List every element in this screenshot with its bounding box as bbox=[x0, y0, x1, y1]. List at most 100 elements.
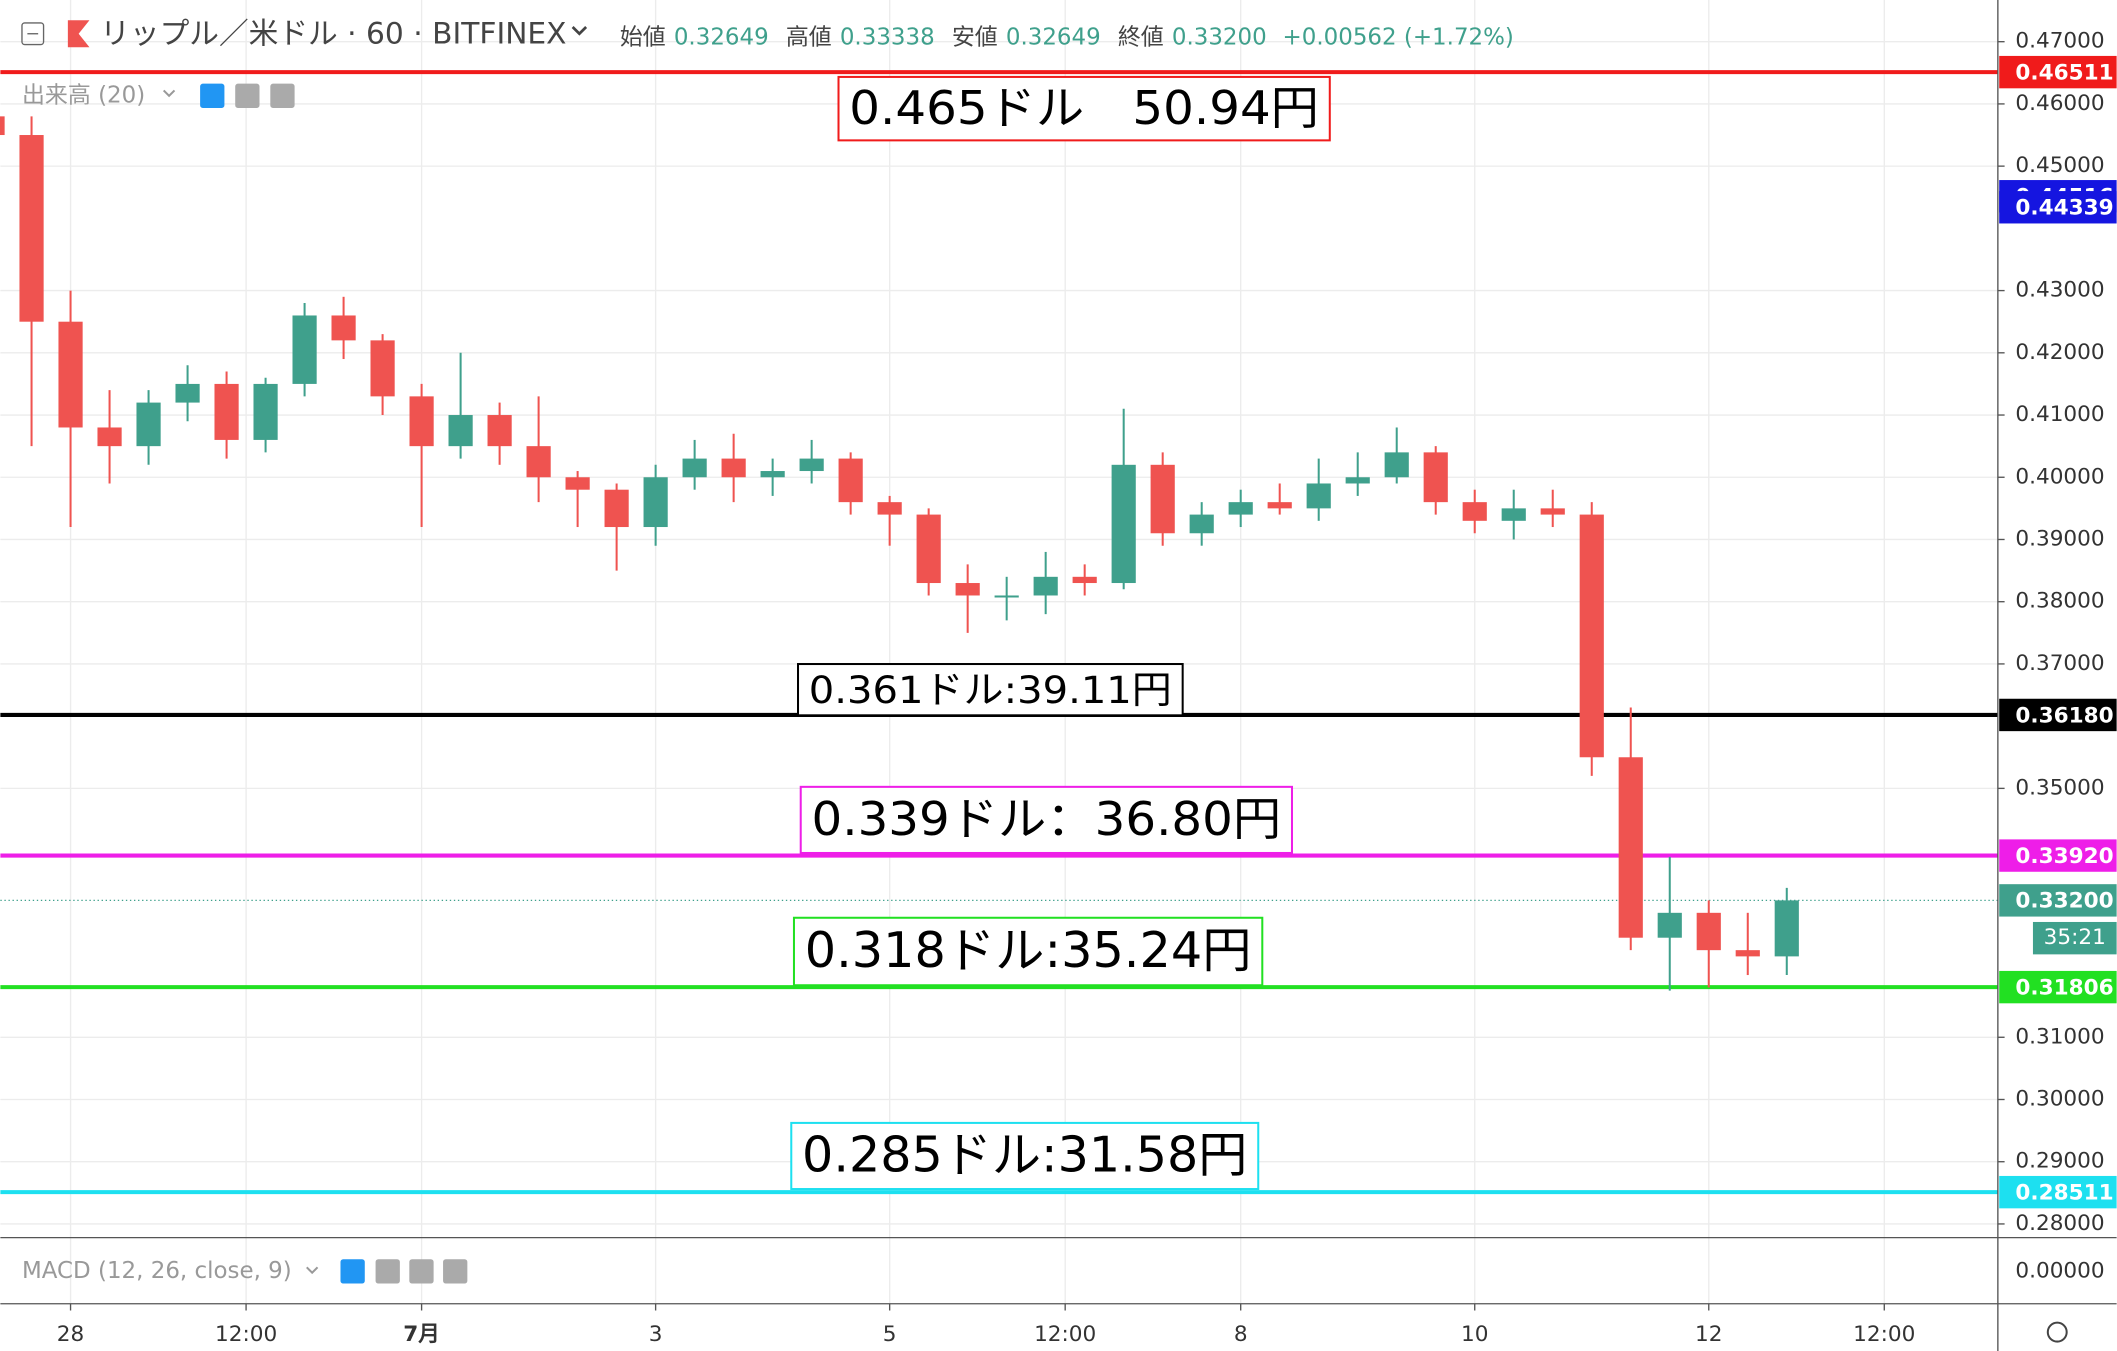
candles bbox=[0, 116, 1799, 991]
price-tag bbox=[1999, 884, 2117, 917]
y-tick-label: 0.29000 bbox=[2015, 1149, 2104, 1174]
volume-dropdown[interactable] bbox=[162, 89, 176, 98]
price-tag bbox=[1999, 1175, 2117, 1209]
candle-body bbox=[721, 458, 746, 478]
candle-body bbox=[1696, 912, 1721, 951]
candle-body bbox=[955, 583, 980, 596]
price-tag-label: 0.33200 bbox=[2015, 889, 2113, 914]
ohlc-name: 始値 bbox=[620, 24, 666, 50]
price-tag-label: 0.36180 bbox=[2015, 703, 2113, 728]
y-tick-label: 0.35000 bbox=[2015, 775, 2104, 800]
candle-body bbox=[1423, 452, 1448, 503]
macd-source-icon[interactable] bbox=[409, 1259, 434, 1284]
candle-body bbox=[1150, 464, 1175, 534]
collapse-icon[interactable] bbox=[21, 22, 45, 46]
annotation-text: 0.339ドル：36.80円 bbox=[812, 792, 1282, 846]
macd-tick: 0.00000 bbox=[2015, 1258, 2104, 1283]
price-tag-label: 0.33920 bbox=[2015, 844, 2113, 869]
candle-body bbox=[1735, 950, 1760, 957]
symbol-dropdown[interactable] bbox=[571, 26, 588, 36]
ohlc-name: 終値 bbox=[1118, 24, 1164, 50]
candle-body bbox=[1657, 912, 1682, 938]
x-tick-label: 8 bbox=[1234, 1322, 1248, 1347]
candle-body bbox=[409, 396, 434, 447]
x-tick-label: 7月 bbox=[403, 1322, 440, 1347]
candle-body bbox=[1072, 576, 1097, 584]
candle-body bbox=[253, 383, 278, 440]
candle-body bbox=[760, 471, 785, 478]
annotation-text: 0.361ドル:39.11円 bbox=[809, 668, 1172, 712]
candle-body bbox=[1189, 514, 1214, 534]
volume-label: 出来高 (20) bbox=[22, 82, 145, 108]
candle-body bbox=[838, 458, 863, 503]
price-tag bbox=[1999, 698, 2117, 732]
annotation-text: 0.318ドル:35.24円 bbox=[805, 923, 1252, 979]
price-tag bbox=[1999, 839, 2117, 872]
x-tick-label: 10 bbox=[1461, 1322, 1488, 1347]
candle-body bbox=[643, 477, 668, 528]
candle-body bbox=[1111, 464, 1136, 584]
ohlc-name: 安値 bbox=[952, 24, 998, 50]
candle-body bbox=[1345, 477, 1370, 484]
annotation-box bbox=[790, 1121, 1260, 1191]
symbol[interactable]: リップル／米ドル · 60 · BITFINEX bbox=[100, 17, 566, 52]
y-tick-label: 0.41000 bbox=[2015, 402, 2104, 427]
macd-settings-icon[interactable] bbox=[375, 1259, 400, 1284]
hide-icon[interactable] bbox=[200, 83, 225, 108]
candle-body bbox=[19, 135, 44, 322]
y-tick-label: 0.39000 bbox=[2015, 526, 2104, 551]
x-tick-label: 12 bbox=[1695, 1322, 1722, 1347]
x-tick-label: 12:00 bbox=[1034, 1322, 1096, 1347]
price-tag-label: 0.44339 bbox=[2015, 196, 2113, 221]
annotation-box bbox=[792, 916, 1264, 987]
settings-icon[interactable] bbox=[235, 83, 260, 108]
candle-body bbox=[136, 402, 161, 447]
macd-remove-icon[interactable] bbox=[443, 1259, 468, 1284]
ohlc-value: 0.33200 bbox=[1172, 24, 1267, 50]
candle-body bbox=[97, 427, 122, 447]
candle-body bbox=[175, 383, 200, 403]
countdown: 35:21 bbox=[2044, 925, 2106, 950]
y-tick-label: 0.38000 bbox=[2015, 589, 2104, 614]
candle-body bbox=[1579, 514, 1604, 758]
y-tick-label: 0.45000 bbox=[2015, 153, 2104, 178]
candle-body bbox=[331, 315, 356, 341]
ohlc-header: 始値 0.32649 高値 0.33338 安値 0.32649 終値 0.33200 bbox=[620, 24, 1267, 50]
y-tick-label: 0.47000 bbox=[2015, 29, 2104, 54]
macd-label: MACD (12, 26, close, 9) bbox=[22, 1258, 292, 1284]
candle-body bbox=[1540, 508, 1565, 515]
ohlc-value: 0.32649 bbox=[1006, 24, 1101, 50]
y-tick-label: 0.28000 bbox=[2015, 1211, 2104, 1236]
annotation-box bbox=[799, 785, 1294, 854]
symbol-flag bbox=[67, 20, 90, 48]
y-tick-label: 0.31000 bbox=[2015, 1024, 2104, 1049]
candle-body bbox=[1462, 502, 1487, 521]
candle-body bbox=[526, 446, 551, 478]
x-tick-label: 12:00 bbox=[1853, 1322, 1915, 1347]
annotations: 0.465ドル 50.94円 0.361ドル:39.11円 0.339ドル：36.8… bbox=[790, 75, 1331, 1191]
y-tick-label: 0.40000 bbox=[2015, 464, 2104, 489]
candle-body bbox=[0, 116, 5, 136]
y-tick-label: 0.30000 bbox=[2015, 1086, 2104, 1111]
macd-dropdown[interactable] bbox=[306, 1266, 319, 1275]
candle-body bbox=[916, 514, 941, 584]
candle-body bbox=[1228, 502, 1253, 515]
candle-body bbox=[1501, 508, 1526, 521]
annotation-box bbox=[837, 75, 1331, 142]
candle-body bbox=[1774, 900, 1799, 957]
y-tick-label: 0.43000 bbox=[2015, 278, 2104, 303]
settings-gear[interactable] bbox=[2046, 1321, 2068, 1343]
macd-hide-icon[interactable] bbox=[340, 1259, 365, 1284]
price-tag-label: 0.46511 bbox=[2015, 60, 2113, 85]
change: +0.00562 (+1.72%) bbox=[1283, 24, 1514, 50]
remove-icon[interactable] bbox=[270, 83, 295, 108]
candle-body bbox=[370, 340, 395, 397]
candle-body bbox=[1267, 502, 1292, 509]
candle-body bbox=[799, 458, 824, 472]
annotation-box bbox=[797, 663, 1184, 717]
grid bbox=[0, 0, 1998, 1304]
ohlc-value: 0.32649 bbox=[674, 24, 769, 50]
candle-body bbox=[682, 458, 707, 478]
price-tag bbox=[1999, 970, 2117, 1004]
